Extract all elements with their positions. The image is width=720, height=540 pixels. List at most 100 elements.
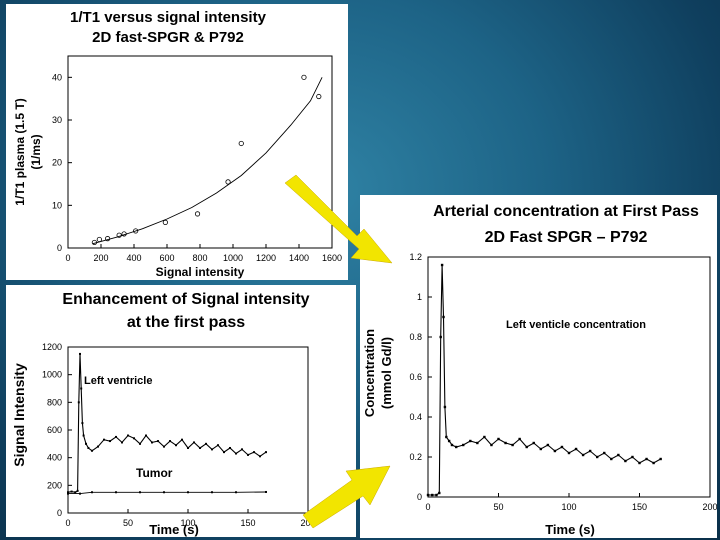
y-tick-label: 30 xyxy=(52,115,62,125)
data-point xyxy=(116,232,122,238)
data-point xyxy=(447,439,451,443)
y-tick-label: 0.8 xyxy=(409,332,422,342)
data-point xyxy=(67,492,69,495)
chart-t1-svg: 1/T1 versus signal intensity 2D fast-SPG… xyxy=(13,9,342,279)
data-point xyxy=(91,239,98,246)
data-point xyxy=(77,401,80,404)
data-point xyxy=(603,451,606,455)
data-point xyxy=(85,442,87,445)
y-tick-label: 0 xyxy=(57,508,62,518)
x-tick-label: 50 xyxy=(493,502,503,512)
data-point xyxy=(560,445,564,449)
data-point xyxy=(79,352,81,355)
x-tick-label: 50 xyxy=(123,518,133,528)
data-point xyxy=(265,451,267,454)
x-tick-label: 0 xyxy=(425,502,430,512)
y-tick-label: 0.4 xyxy=(409,412,422,422)
x-tick-label: 150 xyxy=(240,518,255,528)
x-axis-label: Time (s) xyxy=(149,522,199,537)
chart-subtitle: 2D Fast SPGR – P792 xyxy=(485,229,648,246)
y-tick-label: 1 xyxy=(417,292,422,302)
x-tick-label: 0 xyxy=(65,253,70,263)
data-point xyxy=(490,443,493,447)
data-point xyxy=(596,455,599,459)
data-point xyxy=(74,491,77,494)
data-point xyxy=(504,441,507,445)
data-point xyxy=(532,441,535,445)
y-axis-unit: (1/ms) xyxy=(29,134,43,169)
data-point xyxy=(199,446,201,449)
data-point xyxy=(229,446,231,449)
chart-title: 1/T1 versus signal intensity xyxy=(70,9,267,26)
data-point xyxy=(631,455,634,459)
x-tick-label: 100 xyxy=(561,502,576,512)
data-point xyxy=(151,441,153,444)
data-point xyxy=(624,459,627,463)
data-point xyxy=(82,434,85,437)
chart-panel-signal: Enhancement of Signal intensity at the f… xyxy=(6,285,356,537)
plot-area: 0 50 100 150 200 0 200 400 600 800 1000 1200 xyxy=(42,342,316,528)
plot-frame xyxy=(67,346,309,514)
data-point xyxy=(443,405,447,409)
data-point xyxy=(121,231,127,237)
x-tick-label: 800 xyxy=(192,253,207,263)
data-point xyxy=(247,453,249,456)
series-label-tumor: Tumor xyxy=(136,466,173,480)
y-axis-label: Concentration xyxy=(362,329,377,417)
data-point xyxy=(574,447,578,451)
x-tick-label: 1400 xyxy=(289,253,309,263)
data-point xyxy=(121,441,123,444)
data-point xyxy=(438,491,441,495)
data-point xyxy=(439,335,442,339)
data-point xyxy=(133,228,139,234)
x-tick-label: 150 xyxy=(632,502,647,512)
data-point xyxy=(105,236,111,242)
x-axis-label: Time (s) xyxy=(545,522,595,537)
data-point xyxy=(469,439,472,443)
y-axis-unit: (mmol Gd/l) xyxy=(379,337,394,409)
data-point xyxy=(145,434,147,437)
data-point xyxy=(435,493,438,497)
data-point xyxy=(511,443,514,447)
data-point xyxy=(163,491,165,494)
y-tick-label: 0.2 xyxy=(409,452,422,462)
data-point xyxy=(162,219,168,225)
y-tick-label: 800 xyxy=(47,397,62,407)
data-point xyxy=(194,211,201,217)
data-point xyxy=(79,492,81,495)
data-point xyxy=(76,489,79,492)
series-label-left-venticle-concentration: Left venticle concentration xyxy=(506,319,646,331)
data-point xyxy=(175,444,177,447)
data-point xyxy=(70,490,73,493)
data-point xyxy=(115,491,117,494)
data-point xyxy=(455,445,458,449)
data-point xyxy=(139,442,141,445)
data-point xyxy=(103,438,105,441)
chart-panel-t1: 1/T1 versus signal intensity 2D fast-SPG… xyxy=(6,4,348,280)
data-point xyxy=(127,434,129,437)
data-point xyxy=(133,437,135,440)
data-point xyxy=(539,447,542,451)
data-point xyxy=(440,263,444,267)
data-point xyxy=(497,437,500,441)
data-point xyxy=(431,493,434,497)
data-point xyxy=(316,93,322,100)
data-point xyxy=(217,444,219,447)
data-point xyxy=(241,448,243,451)
data-point xyxy=(157,440,159,443)
data-point xyxy=(96,236,102,243)
data-point xyxy=(546,443,550,447)
y-tick-label: 0 xyxy=(57,243,62,253)
chart-title: Arterial concentration at First Pass xyxy=(433,203,699,220)
y-axis-label: 1/T1 plasma (1.5 T) xyxy=(13,98,27,205)
data-point xyxy=(581,453,585,457)
y-tick-label: 20 xyxy=(52,158,62,168)
data-point xyxy=(483,435,486,439)
x-tick-label: 600 xyxy=(159,253,174,263)
data-point xyxy=(265,490,267,493)
data-point xyxy=(253,451,255,454)
chart-subtitle: at the first pass xyxy=(127,314,245,331)
data-point xyxy=(652,461,655,465)
data-point xyxy=(659,457,662,461)
data-point xyxy=(445,435,448,439)
